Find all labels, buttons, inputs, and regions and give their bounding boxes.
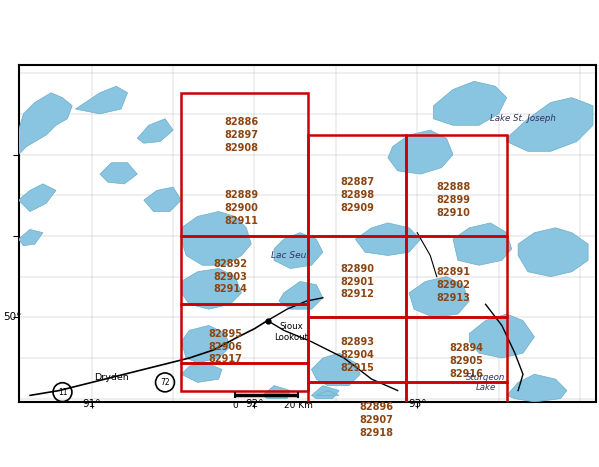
Text: Lake St. Joseph: Lake St. Joseph (490, 114, 556, 123)
Polygon shape (279, 282, 323, 309)
Polygon shape (434, 81, 507, 125)
Text: 82886
82897
82908: 82886 82897 82908 (225, 117, 259, 153)
Bar (406, 135, 507, 236)
Text: 82889
82900
82911: 82889 82900 82911 (225, 191, 259, 226)
Text: 82892
82903
82914: 82892 82903 82914 (213, 259, 247, 294)
Polygon shape (144, 187, 181, 212)
Polygon shape (409, 276, 469, 317)
Text: 82895
82906
82917: 82895 82906 82917 (208, 329, 242, 364)
Polygon shape (19, 93, 72, 155)
Text: 11: 11 (58, 388, 67, 396)
Text: 72: 72 (160, 378, 170, 387)
Bar (406, 382, 507, 447)
Polygon shape (181, 325, 230, 363)
Polygon shape (19, 229, 43, 246)
Bar (181, 304, 308, 363)
Text: 20 Km: 20 Km (284, 401, 313, 410)
Polygon shape (181, 363, 222, 382)
Polygon shape (518, 228, 588, 276)
Bar (406, 236, 507, 317)
Polygon shape (100, 163, 137, 184)
Bar (181, 363, 308, 390)
Text: Lac Seul: Lac Seul (271, 251, 309, 260)
Polygon shape (137, 119, 173, 143)
Polygon shape (507, 374, 567, 402)
Text: 82890
82901
82912: 82890 82901 82912 (340, 264, 374, 299)
Text: 91°: 91° (83, 399, 101, 409)
Bar (308, 382, 406, 447)
Text: 82888
82899
82910: 82888 82899 82910 (436, 182, 470, 218)
Text: 82887
82898
82909: 82887 82898 82909 (340, 177, 374, 213)
Bar (181, 93, 308, 236)
Text: Sturgeon
Lake: Sturgeon Lake (466, 373, 505, 392)
Text: 82891
82902
82913: 82891 82902 82913 (436, 267, 470, 303)
Text: Dryden: Dryden (94, 373, 129, 382)
Text: 82893
82904
82915: 82893 82904 82915 (340, 337, 374, 373)
Polygon shape (75, 86, 128, 114)
Text: Sioux
Lookout: Sioux Lookout (274, 322, 308, 342)
Polygon shape (388, 130, 453, 174)
Polygon shape (311, 386, 339, 399)
Polygon shape (262, 386, 291, 399)
Polygon shape (316, 390, 339, 396)
Polygon shape (19, 184, 56, 212)
Polygon shape (274, 233, 323, 269)
Bar (308, 317, 406, 382)
Polygon shape (311, 353, 360, 386)
Polygon shape (181, 269, 241, 309)
Text: 82894
82905
82916: 82894 82905 82916 (449, 343, 483, 379)
Polygon shape (355, 223, 420, 255)
Bar (308, 135, 406, 236)
Bar (308, 236, 406, 317)
Text: 82896
82907
82918: 82896 82907 82918 (359, 402, 394, 438)
Polygon shape (469, 314, 534, 358)
Text: 50°: 50° (4, 312, 22, 322)
Polygon shape (181, 212, 251, 265)
Bar (181, 236, 308, 304)
Text: 93°: 93° (408, 399, 426, 409)
Bar (406, 317, 507, 382)
Text: 0: 0 (232, 401, 238, 410)
Polygon shape (453, 223, 512, 265)
Polygon shape (507, 98, 593, 151)
Text: 92°: 92° (245, 399, 264, 409)
